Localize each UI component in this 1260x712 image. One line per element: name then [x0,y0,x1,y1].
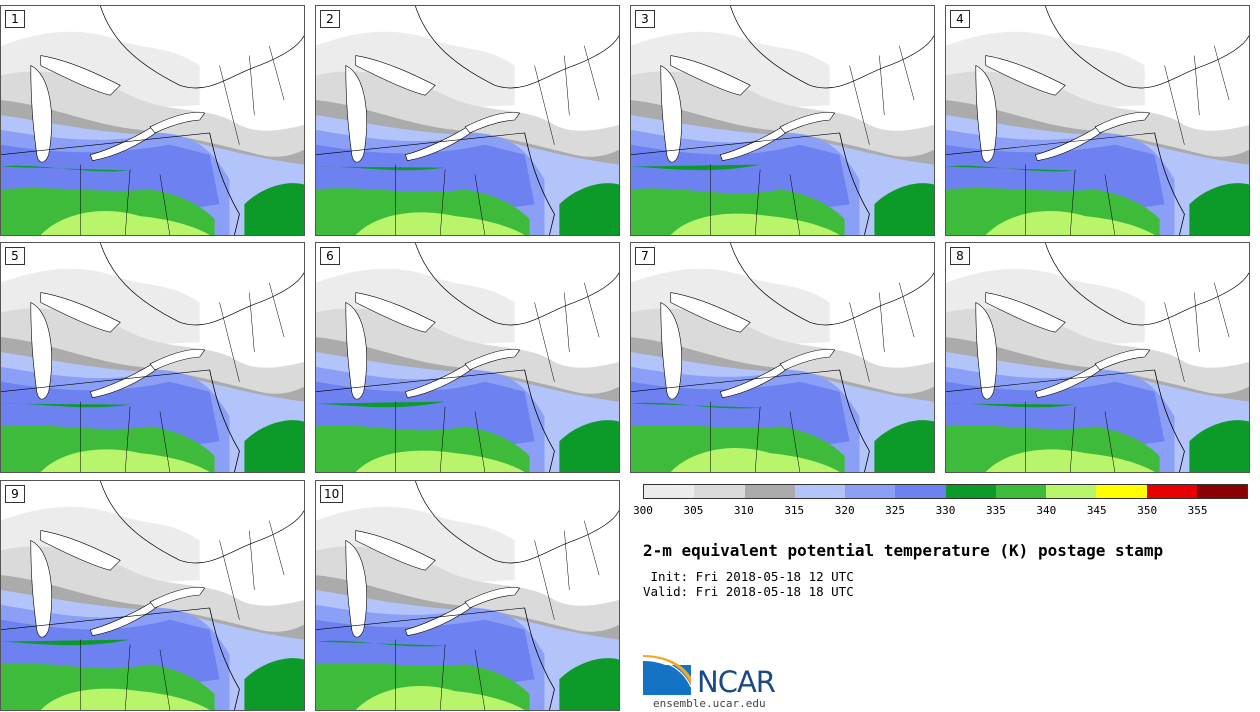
map-panel: 2 [315,5,620,236]
map-panel: 4 [945,5,1250,236]
colorbar-ticks: 300 305 310 315 320 325 330 335 340 345 350 355 [633,504,1248,518]
ncar-logo-icon [643,655,692,695]
panel-number-label: 8 [950,247,970,265]
colorbar-tick-label: 315 [784,504,805,517]
valid-time: Valid: Fri 2018-05-18 18 UTC [643,584,854,599]
panel-number-label: 10 [320,485,344,503]
panel-number-label: 5 [5,247,25,265]
colorbar-segment [794,485,845,498]
ncar-logo-text: NCAR [697,665,776,699]
colorbar-segment [1196,485,1247,498]
map-panel: 10 [315,480,620,711]
colorbar-tick-label: 305 [683,504,704,517]
colorbar-tick-label: 325 [885,504,906,517]
colorbar-tick-label: 345 [1086,504,1107,517]
map-panel: 3 [630,5,935,236]
panel-number-label: 4 [950,10,970,28]
init-time: Init: Fri 2018-05-18 12 UTC [643,569,854,584]
colorbar-segment [945,485,996,498]
colorbar-tick-label: 300 [633,504,653,517]
panel-number-label: 9 [5,485,25,503]
plot-title: 2-m equivalent potential temperature (K)… [643,541,1164,560]
colorbar [643,484,1248,499]
map-panel: 1 [0,5,305,236]
panel-number-label: 1 [5,10,25,28]
panel-number-label: 7 [635,247,655,265]
colorbar-tick-label: 330 [935,504,956,517]
colorbar-segment [895,485,946,498]
website-url: ensemble.ucar.edu [653,697,766,710]
map-panel: 6 [315,242,620,473]
colorbar-segment [1046,485,1097,498]
panel-number-label: 2 [320,10,340,28]
colorbar-tick-label: 335 [985,504,1006,517]
colorbar-tick-label: 350 [1137,504,1158,517]
colorbar-segment [1146,485,1197,498]
colorbar-segment [995,485,1046,498]
colorbar-segment [694,485,745,498]
colorbar-tick-label: 310 [733,504,754,517]
panel-number-label: 6 [320,247,340,265]
colorbar-tick-label: 320 [834,504,855,517]
map-panel: 5 [0,242,305,473]
panel-number-label: 3 [635,10,655,28]
colorbar-segment [644,485,695,498]
colorbar-segment [845,485,896,498]
map-panel: 9 [0,480,305,711]
map-panel: 7 [630,242,935,473]
map-panel: 8 [945,242,1250,473]
colorbar-tick-label: 355 [1187,504,1208,517]
colorbar-segment [1096,485,1147,498]
colorbar-tick-label: 340 [1036,504,1057,517]
colorbar-segment [744,485,795,498]
